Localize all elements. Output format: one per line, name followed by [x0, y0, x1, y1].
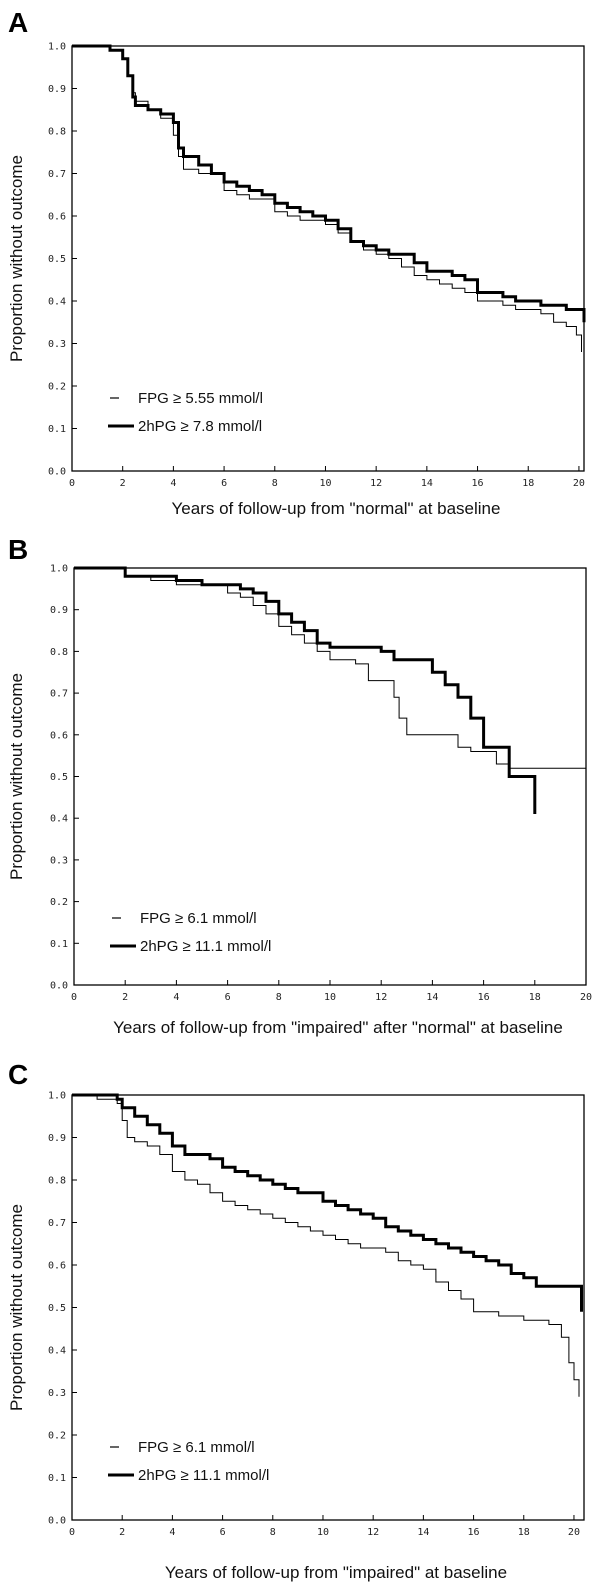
x-tick-label: 0	[69, 478, 75, 489]
y-tick-label: 0.3	[48, 339, 66, 350]
y-tick-label: 0.3	[50, 855, 68, 866]
y-axis-label: Proportion without outcome	[7, 1204, 26, 1411]
x-tick-label: 8	[272, 478, 278, 489]
y-tick-label: 1.0	[48, 1091, 66, 1102]
x-tick-label: 20	[573, 478, 585, 489]
x-tick-label: 10	[317, 1527, 329, 1538]
y-tick-label: 0.2	[50, 897, 68, 908]
x-axis-label: Years of follow-up from "impaired" after…	[113, 1018, 563, 1037]
x-tick-label: 6	[221, 478, 227, 489]
x-tick-label: 6	[220, 1527, 226, 1538]
x-tick-label: 12	[370, 478, 382, 489]
legend-entry: FPG ≥ 5.55 mmol/l	[138, 390, 263, 407]
y-tick-label: 0.4	[48, 1346, 66, 1357]
x-tick-label: 16	[468, 1527, 480, 1538]
series-line-fpg	[72, 45, 582, 352]
series-line-2hpg	[74, 566, 537, 814]
y-axis-label: Proportion without outcome	[7, 155, 26, 362]
x-tick-label: 20	[568, 1527, 580, 1538]
y-tick-label: 0.2	[48, 382, 66, 393]
x-tick-label: 10	[324, 992, 336, 1003]
y-tick-label: 0.9	[48, 84, 66, 95]
series-line-fpg	[72, 1094, 580, 1397]
x-tick-label: 16	[478, 992, 490, 1003]
y-tick-label: 0.6	[48, 212, 66, 223]
y-tick-label: 0.8	[50, 647, 68, 658]
chart-panel-c: C 0.0 0.1 0.2 0.3 0.4 0.5 0.6 0.7 0.8 0.9 1.0 0 2 4 6 8 1…	[0, 1050, 610, 1589]
panel-letter: C	[8, 1059, 28, 1090]
x-tick-label: 4	[169, 1527, 175, 1538]
legend-entry: 2hPG ≥ 11.1 mmol/l	[140, 938, 271, 955]
y-tick-label: 1.0	[48, 42, 66, 53]
y-tick-label: 0.5	[50, 772, 68, 783]
y-tick-label: 0.6	[48, 1261, 66, 1272]
y-tick-label: 0.7	[48, 1218, 66, 1229]
x-tick-label: 18	[518, 1527, 530, 1538]
x-tick-label: 18	[522, 478, 534, 489]
x-tick-label: 14	[426, 992, 438, 1003]
y-tick-label: 0.0	[48, 1516, 66, 1527]
y-tick-label: 0.0	[48, 467, 66, 478]
x-tick-label: 20	[580, 992, 592, 1003]
x-tick-label: 0	[69, 1527, 75, 1538]
y-tick-label: 0.9	[50, 605, 68, 616]
x-tick-label: 4	[170, 478, 176, 489]
y-tick-label: 0.4	[50, 814, 68, 825]
series-line-2hpg	[72, 1093, 583, 1312]
x-tick-label: 12	[375, 992, 387, 1003]
y-tick-label: 0.1	[48, 424, 66, 435]
y-tick-label: 0.4	[48, 297, 66, 308]
x-axis-label: Years of follow-up from "impaired" at ba…	[165, 1563, 507, 1582]
legend-entry: 2hPG ≥ 7.8 mmol/l	[138, 418, 262, 435]
legend-entry: 2hPG ≥ 11.1 mmol/l	[138, 1467, 269, 1484]
survival-chart-c: C 0.0 0.1 0.2 0.3 0.4 0.5 0.6 0.7 0.8 0.9 1.0 0 2 4 6 8 1…	[7, 1059, 585, 1582]
survival-chart-b: B 0.0 0.1 0.2 0.3 0.4 0.5 0.6 0.7 0.8 0.9 1.0 0 2 4 6 8 1…	[7, 534, 592, 1037]
legend-entry: FPG ≥ 6.1 mmol/l	[140, 910, 257, 927]
x-tick-label: 6	[225, 992, 231, 1003]
x-tick-label: 14	[421, 478, 433, 489]
survival-chart-a: A 0.0 0.1 0.2 0.3 0.4 0.5 0.6 0.7 0.8 0.9 1.0 0 2 4 6 8 1…	[7, 7, 586, 518]
y-tick-label: 0.7	[48, 169, 66, 180]
y-tick-label: 0.5	[48, 254, 66, 265]
y-tick-label: 0.8	[48, 1176, 66, 1187]
x-axis-label: Years of follow-up from "normal" at base…	[172, 499, 501, 518]
x-tick-label: 4	[173, 992, 179, 1003]
y-tick-label: 0.8	[48, 127, 66, 138]
y-tick-label: 0.1	[48, 1473, 66, 1484]
panel-letter: B	[8, 534, 28, 565]
x-tick-label: 2	[119, 1527, 125, 1538]
x-tick-label: 0	[71, 992, 77, 1003]
y-axis-label: Proportion without outcome	[7, 673, 26, 880]
y-tick-label: 0.1	[50, 939, 68, 950]
y-tick-label: 0.2	[48, 1431, 66, 1442]
x-tick-label: 14	[417, 1527, 429, 1538]
y-tick-label: 0.5	[48, 1303, 66, 1314]
chart-panel-b: B 0.0 0.1 0.2 0.3 0.4 0.5 0.6 0.7 0.8 0.9 1.0 0 2 4 6 8 1…	[0, 525, 610, 1050]
x-tick-label: 8	[270, 1527, 276, 1538]
panel-letter: A	[8, 7, 28, 38]
series-line-2hpg	[72, 44, 586, 323]
legend-entry: FPG ≥ 6.1 mmol/l	[138, 1439, 255, 1456]
chart-panel-a: A 0.0 0.1 0.2 0.3 0.4 0.5 0.6 0.7 0.8 0.9 1.0 0 2 4 6 8 1…	[0, 0, 610, 525]
y-tick-label: 0.7	[50, 689, 68, 700]
x-tick-label: 12	[367, 1527, 379, 1538]
y-tick-label: 0.6	[50, 730, 68, 741]
x-tick-label: 2	[120, 478, 126, 489]
y-tick-label: 1.0	[50, 564, 68, 575]
y-tick-label: 0.9	[48, 1133, 66, 1144]
x-tick-label: 16	[472, 478, 484, 489]
x-tick-label: 8	[276, 992, 282, 1003]
y-tick-label: 0.3	[48, 1388, 66, 1399]
y-tick-label: 0.0	[50, 981, 68, 992]
x-tick-label: 18	[529, 992, 541, 1003]
x-tick-label: 2	[122, 992, 128, 1003]
plot-frame	[71, 1094, 585, 1521]
x-tick-label: 10	[319, 478, 331, 489]
